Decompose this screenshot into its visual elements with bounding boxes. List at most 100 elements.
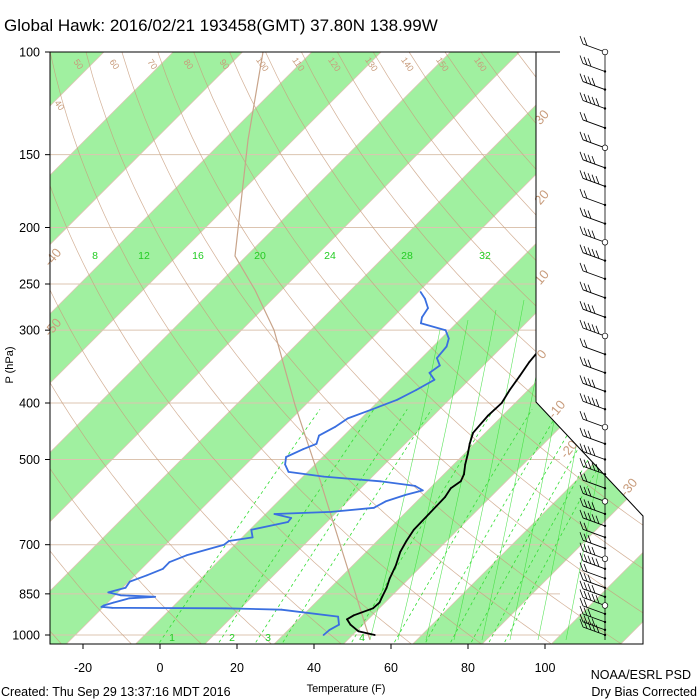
wind-point	[603, 185, 607, 188]
wind-barb-flag	[587, 95, 592, 104]
temperature-series-point	[459, 480, 462, 483]
wind-barb-flag	[579, 472, 584, 481]
temperature-series-point	[349, 623, 352, 626]
dewpoint-series-point	[384, 500, 387, 503]
y-tick-label: 850	[19, 587, 40, 601]
adiabat-label: 40	[52, 98, 66, 112]
temperature-series-point	[357, 630, 360, 633]
dewpoint-series-point	[322, 475, 325, 478]
wind-point	[603, 222, 607, 225]
wind-barb-flag	[583, 615, 588, 624]
temperature-series-point	[352, 614, 355, 617]
wind-barb-flag	[587, 303, 592, 313]
wind-point	[603, 277, 607, 281]
wind-barb-flag	[587, 621, 592, 631]
mixing-ratio-line	[217, 409, 375, 644]
temperature-series-point	[528, 361, 531, 363]
dewpoint-series-point	[333, 426, 336, 428]
wind-point	[603, 442, 607, 446]
mixing-ratio-label: 32	[479, 250, 491, 262]
dewpoint-series-point	[346, 417, 349, 420]
wind-point	[603, 458, 607, 461]
temperature-series-point	[449, 487, 452, 490]
wind-point	[603, 620, 607, 624]
mixing-ratio-label: 20	[254, 250, 266, 262]
wind-barb-flag	[595, 250, 600, 259]
wind-barb-flag	[579, 427, 584, 436]
wind-barb-flag	[579, 458, 584, 467]
wind-barb-flag	[587, 461, 592, 470]
wind-barb-flag	[587, 210, 592, 219]
wind-barb-flag	[579, 319, 584, 329]
dewpoint-series-point	[280, 608, 283, 611]
dry-adiabat	[50, 381, 273, 644]
dewpoint-series-point	[433, 378, 436, 381]
wind-barb-flag	[591, 618, 596, 627]
wind-barb-flag	[587, 229, 592, 238]
wind-barb-flag	[591, 156, 596, 165]
wind-barb-flag	[591, 447, 596, 456]
mixing-ratio-line	[254, 409, 408, 644]
dry-adiabat	[660, 52, 700, 647]
y-tick-label: 1000	[12, 629, 40, 643]
wind-barb-flag	[587, 247, 592, 256]
wind-barb-flag	[583, 93, 588, 103]
created-timestamp: Created: Thu Sep 29 13:37:16 MDT 2016	[1, 685, 231, 699]
dewpoint-series-point	[447, 337, 450, 340]
temperature-series-point	[468, 442, 471, 445]
wind-point	[603, 203, 607, 207]
wind-point	[603, 70, 607, 73]
wind-barb-flag	[579, 410, 584, 420]
wind-point	[603, 259, 607, 262]
wind-barb-flag	[579, 151, 584, 160]
temperature-series-point	[464, 463, 467, 466]
isotherm-label: -40	[41, 245, 65, 269]
wind-point	[603, 512, 607, 516]
dewpoint-series-point	[225, 607, 227, 610]
wind-point	[603, 536, 607, 539]
dewpoint-series-point	[228, 540, 230, 542]
isotherm-line	[50, 52, 451, 453]
temperature-series-point	[399, 550, 402, 553]
dewpoint-series-point	[415, 389, 418, 391]
wind-barb-flag	[583, 522, 588, 531]
wind-barb	[582, 579, 606, 589]
wind-barb-flag	[583, 511, 588, 520]
y-tick-label: 500	[19, 453, 40, 467]
wind-column-mask	[536, 52, 643, 644]
y-tick-label: 100	[19, 46, 40, 60]
wind-barb-flag	[583, 171, 588, 180]
wind-barb-flag	[579, 188, 584, 198]
wind-calm-marker	[601, 498, 609, 505]
wind-barb-flag	[579, 375, 584, 384]
wind-barb-flag	[583, 37, 588, 46]
wind-point	[603, 633, 607, 637]
dry-adiabat	[157, 52, 643, 614]
wind-barb-flag	[583, 113, 588, 122]
mixing-ratio-label: 16	[192, 250, 204, 262]
dry-adiabat	[50, 467, 202, 644]
wind-point	[603, 612, 607, 616]
x-tick-label: 60	[384, 661, 398, 675]
dewpoint-series-point	[128, 580, 131, 583]
wind-barb-flag	[579, 55, 584, 64]
mixing-ratio-line	[350, 409, 495, 644]
temperature-series-point	[372, 607, 374, 610]
dry-adiabat	[85, 52, 553, 644]
temperature-series-point	[508, 389, 511, 391]
wind-barb-flag	[583, 227, 588, 236]
wind-barb-flag	[587, 76, 592, 85]
wind-barb-flag	[583, 544, 588, 553]
y-tick-label: 200	[19, 221, 40, 235]
dewpoint-series-point	[185, 554, 188, 557]
wind-barb-flag	[583, 358, 588, 367]
temperature-series-point	[385, 586, 388, 589]
moist-adiabat	[453, 299, 525, 641]
wind-barb-flag	[595, 624, 600, 633]
y-tick-label: 150	[19, 148, 40, 162]
dewpoint-series-point	[396, 398, 398, 401]
wind-barb-flag	[579, 301, 584, 310]
wind-barb-flag	[579, 73, 584, 82]
isotherm-line	[50, 52, 174, 176]
wind-barb-flag	[587, 592, 592, 601]
